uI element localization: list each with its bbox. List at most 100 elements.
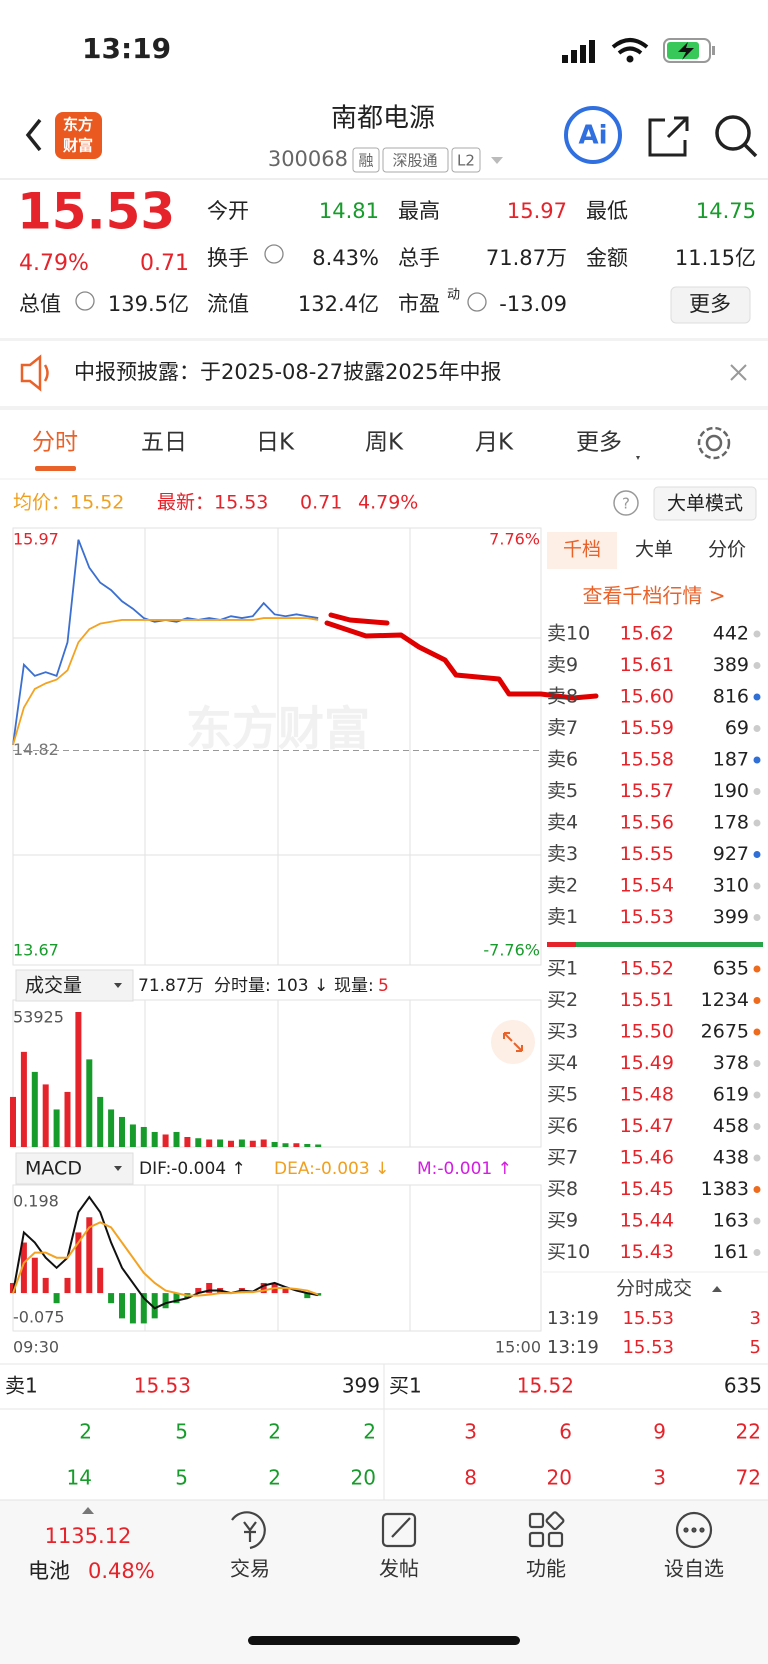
change-pct: 4.79% [358, 492, 418, 514]
book-volume: 190 [713, 780, 749, 802]
book-label: 卖6 [547, 749, 578, 771]
macd-bar [282, 1288, 289, 1294]
footer-item[interactable]: 交易 [230, 1557, 270, 1581]
table-cell: 20 [351, 1466, 376, 1490]
volume-bar [129, 1124, 136, 1147]
close-button[interactable] [730, 364, 747, 381]
indicator-select[interactable] [15, 969, 134, 1002]
ai-button[interactable] [564, 106, 622, 164]
avg-price: 均价：15.52 [13, 492, 124, 514]
book-dot [753, 1123, 761, 1130]
book-tab[interactable]: 分价 [708, 539, 746, 561]
stat-label: 最高 [398, 199, 440, 223]
macd-bar [42, 1277, 49, 1294]
book-price: 15.59 [620, 717, 674, 739]
mode-label[interactable]: 大单模式 [667, 493, 743, 515]
book-volume: 2675 [701, 1021, 749, 1043]
footer-item[interactable]: 发帖 [379, 1557, 419, 1581]
table-cell: 3 [464, 1420, 477, 1444]
dropdown-caret[interactable] [491, 157, 503, 164]
sector-index[interactable]: 1135.12 [45, 1524, 132, 1548]
book-dot [753, 882, 761, 890]
book-volume: 163 [713, 1210, 749, 1232]
settings-button[interactable] [697, 426, 731, 460]
macd-bar [140, 1293, 147, 1324]
volume-bar [10, 1096, 16, 1147]
indicator-select[interactable] [15, 1152, 134, 1185]
tag: L2 [457, 152, 475, 170]
stat-label: 总值 [19, 292, 61, 316]
tab-underline [35, 466, 76, 471]
macd-bar [86, 1217, 93, 1294]
tab-selected-bg [547, 532, 617, 569]
book-dot [753, 756, 761, 764]
volume-bar [228, 1140, 234, 1147]
book-label: 卖5 [547, 780, 578, 802]
tab[interactable]: 五日 [141, 430, 187, 456]
stat-label: 今开 [207, 199, 249, 223]
more-button[interactable] [670, 286, 751, 324]
trade-price: 15.53 [622, 1308, 674, 1329]
book-dot [753, 997, 761, 1004]
tab[interactable]: 更多 [576, 430, 622, 456]
book-volume: 1383 [701, 1178, 749, 1200]
help-icon[interactable] [613, 490, 639, 516]
help-label[interactable]: ? [622, 495, 630, 513]
table-cell: 2 [268, 1420, 281, 1444]
current-volume: 5 [378, 976, 389, 996]
share-button[interactable] [648, 116, 689, 157]
book-volume: 178 [713, 812, 749, 834]
indicator-title[interactable]: 成交量 [25, 975, 82, 997]
change: 0.71 [140, 251, 189, 276]
footer-item[interactable]: 设自选 [664, 1557, 724, 1581]
book-price: 15.55 [620, 843, 674, 865]
book-label: 买9 [547, 1210, 578, 1232]
volume-bar [42, 1084, 49, 1147]
book-dot [753, 851, 761, 858]
book-tab[interactable]: 千档 [563, 539, 601, 561]
book-label: 买1 [547, 958, 578, 980]
mode-button[interactable] [653, 486, 757, 521]
stock-code: 300068 [268, 147, 348, 171]
macd-bar [304, 1293, 311, 1299]
search-button[interactable] [715, 115, 758, 158]
book-label: 买5 [547, 1084, 578, 1106]
book-label: 买6 [547, 1115, 578, 1137]
book-label: 卖1 [547, 906, 578, 928]
expand-icon [503, 1032, 523, 1052]
book-tab[interactable]: 大单 [635, 539, 673, 561]
chart-grid [12, 527, 542, 1332]
volume-bar [249, 1140, 256, 1147]
book-link[interactable]: 查看千档行情 > [582, 584, 725, 608]
indicator-title[interactable]: MACD [25, 1158, 82, 1180]
book-label: 卖8 [547, 686, 578, 708]
more-label[interactable]: 更多 [689, 292, 731, 316]
back-button[interactable] [25, 118, 42, 152]
volume-bar [238, 1139, 245, 1147]
stat-value: 15.97 [507, 199, 567, 223]
tab[interactable]: 日K [256, 430, 295, 456]
tab[interactable]: 周K [365, 430, 404, 456]
x-end-label: 15:00 [495, 1338, 541, 1357]
book-price: 15.61 [620, 654, 674, 676]
book-label: 卖2 [547, 875, 578, 897]
logo-text: 东方 [63, 116, 93, 134]
ai-label[interactable]: Ai [578, 121, 607, 151]
y-max-label: 53925 [13, 1008, 64, 1027]
book-dot [753, 693, 761, 701]
reference-label: 14.82 [13, 740, 59, 759]
tag-box [382, 147, 449, 173]
footer-item[interactable]: 功能 [526, 1557, 566, 1581]
volume-bar [173, 1131, 180, 1147]
notice-text[interactable]: 中报预披露：于2025-08-27披露2025年中报 [74, 360, 501, 384]
bid-bar [576, 942, 763, 947]
tab[interactable]: 分时 [32, 430, 78, 456]
last-price: 15.53 [17, 183, 175, 241]
book-volume: 389 [713, 654, 749, 676]
book-volume: 442 [713, 623, 749, 645]
trades-title: 分时成交 [616, 1278, 692, 1300]
volume-bar [271, 1141, 278, 1147]
logo[interactable] [55, 112, 102, 159]
expand-button[interactable] [491, 1020, 535, 1064]
tab[interactable]: 月K [475, 430, 514, 456]
